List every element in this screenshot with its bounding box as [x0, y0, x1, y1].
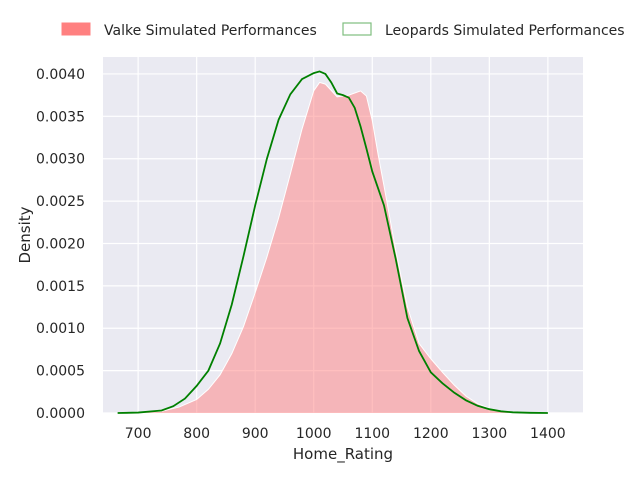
x-tick-label: 800: [183, 426, 210, 442]
y-tick-label: 0.0040: [36, 67, 85, 83]
y-tick-label: 0.0005: [36, 364, 85, 380]
y-tick-label: 0.0010: [36, 321, 85, 337]
legend-swatch-valke: [61, 22, 91, 36]
x-tick-label: 700: [125, 426, 152, 442]
y-tick-label: 0.0015: [36, 279, 85, 295]
series-layer: [117, 70, 572, 414]
x-tick-label: 1100: [354, 426, 390, 442]
legend-label-valke: Valke Simulated Performances: [104, 23, 317, 39]
x-tick-label: 1400: [530, 426, 566, 442]
legend: Valke Simulated Performances Leopards Si…: [61, 22, 625, 39]
x-tick-label: 1000: [296, 426, 332, 442]
y-tick-label: 0.0000: [36, 406, 85, 422]
legend-label-leopards: Leopards Simulated Performances: [385, 23, 625, 39]
x-tick-label: 900: [242, 426, 269, 442]
y-tick-label: 0.0020: [36, 236, 85, 252]
y-axis-label: Density: [16, 206, 34, 263]
series-line-leopards: [117, 70, 548, 414]
series-edge-valke: [117, 81, 572, 414]
x-tick-label: 1200: [413, 426, 449, 442]
x-tick-label: 1300: [472, 426, 508, 442]
tick-labels: 700 800 900 1000 1100 1200 1300 1400 0.0000 0.000…: [36, 67, 566, 442]
series-area-valke: [117, 82, 572, 414]
x-axis-label: Home_Rating: [293, 445, 393, 464]
y-tick-label: 0.0025: [36, 194, 85, 210]
y-tick-label: 0.0030: [36, 152, 85, 168]
legend-swatch-leopards: [342, 22, 372, 36]
y-tick-label: 0.0035: [36, 109, 85, 125]
